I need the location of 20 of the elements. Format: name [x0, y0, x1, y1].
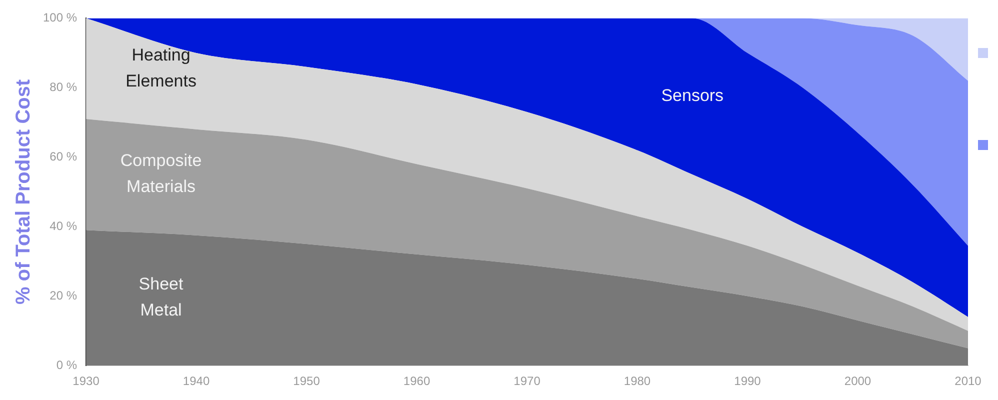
x-tick-label: 1970: [514, 374, 541, 388]
y-tick-label: 20 %: [50, 288, 78, 302]
series-label: Sheet Metal: [138, 274, 184, 320]
x-tick-label: 1990: [734, 374, 762, 388]
x-tick-label: 2010: [954, 374, 982, 388]
x-tick-label: 1980: [624, 374, 651, 388]
x-tick-label: 1930: [72, 374, 100, 388]
series-label: Sensors: [661, 86, 724, 106]
y-tick-label: 40 %: [50, 218, 78, 233]
y-tick-label: 80 %: [50, 80, 78, 94]
y-axis-title: % of Total Product Cost: [12, 78, 35, 304]
y-tick-label: 100 %: [42, 10, 78, 25]
series-label: Composite Materials: [120, 151, 202, 196]
x-tick-label: 1940: [182, 374, 210, 388]
series-label: Heating Elements: [126, 45, 196, 90]
x-tick-label: 2000: [844, 374, 872, 388]
y-tick-label: 60 %: [50, 149, 78, 164]
x-tick-label: 1950: [293, 374, 320, 388]
x-tick-label: 1960: [403, 374, 430, 388]
y-tick-label: 0 %: [56, 358, 78, 372]
